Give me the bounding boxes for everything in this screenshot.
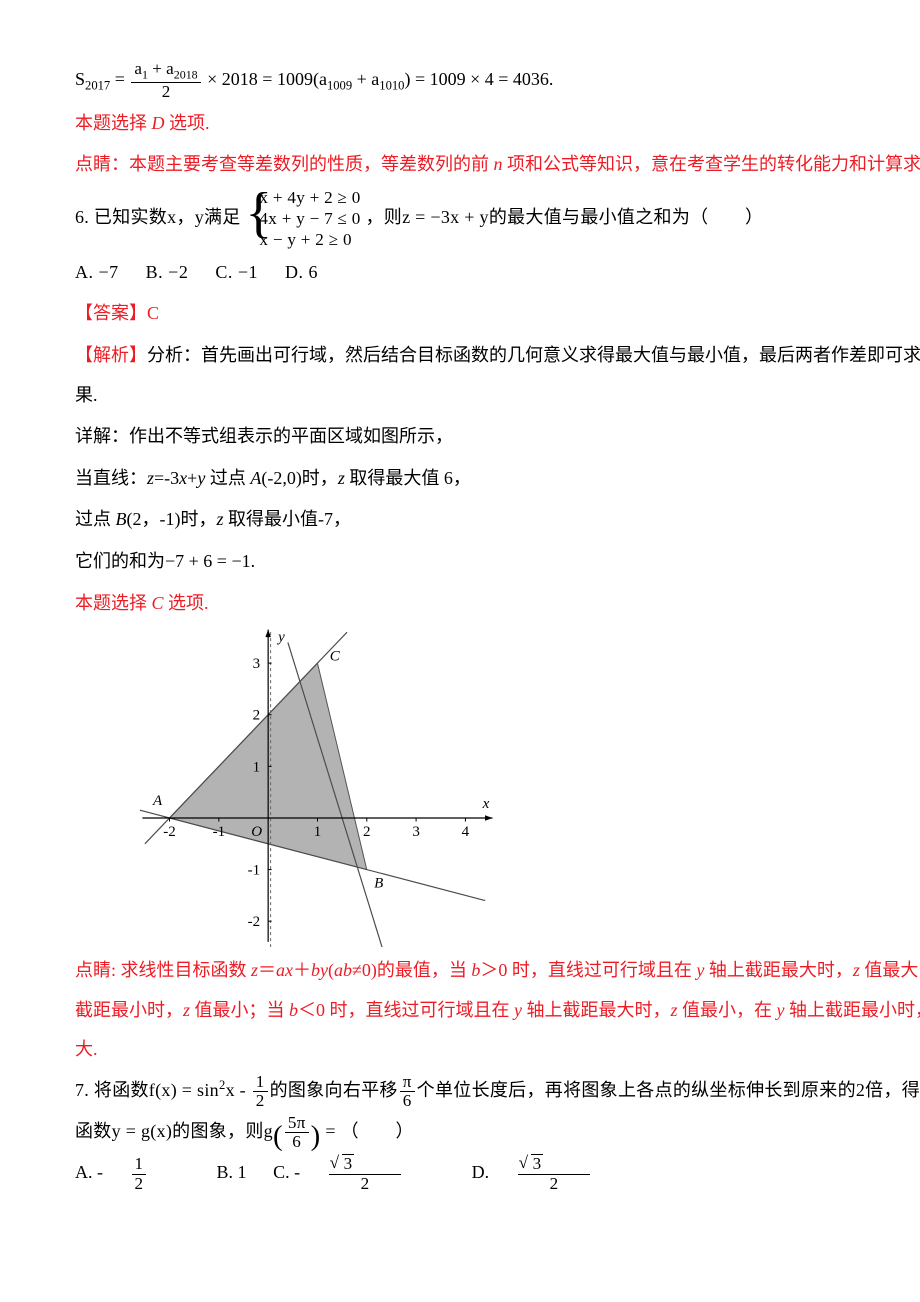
prev-solution-formula: S2017 = a1 + a2018 2 × 2018 = 1009(a1009… xyxy=(75,60,920,102)
q6-stem: 6. 已知实数x，y满足 { x + 4y + 2 ≥ 0 4x + y − 7… xyxy=(75,187,920,251)
hint1-a: 本题主要考查等差数列的性质，等差数列的前 xyxy=(129,154,494,174)
q6-c2: 4x + y − 7 ≤ 0 xyxy=(259,208,360,229)
answer-d-a: 本题选择 xyxy=(75,113,152,133)
svg-text:3: 3 xyxy=(412,824,420,840)
q7-stem-line2: 函数y = g(x)的图象，则g(5π6) = （ ） xyxy=(75,1113,920,1152)
q6-optC: C. −1 xyxy=(215,262,258,282)
svg-text:-1: -1 xyxy=(213,824,226,840)
svg-text:2: 2 xyxy=(363,824,371,840)
q6-system: { x + 4y + 2 ≥ 0 4x + y − 7 ≤ 0 x − y + … xyxy=(245,187,360,251)
answer-line-c: 本题选择 C 选项. xyxy=(75,584,920,624)
q6-optD: D. 6 xyxy=(285,262,318,282)
q6-optB: B. −2 xyxy=(146,262,189,282)
q7-options: A. - 12 B. 1 C. - 32 D. 32 xyxy=(75,1154,920,1194)
svg-text:C: C xyxy=(330,649,341,665)
svg-text:-1: -1 xyxy=(248,863,261,879)
svg-text:1: 1 xyxy=(253,760,261,776)
hint-1: 点睛：本题主要考查等差数列的性质，等差数列的前 n 项和公式等知识，意在考查学生… xyxy=(75,145,920,185)
svg-text:x: x xyxy=(482,796,490,812)
svg-text:y: y xyxy=(276,629,285,645)
q6-options: A. −7 B. −2 C. −1 D. 6 xyxy=(75,253,920,293)
q6-expl-2: 详解：作出不等式组表示的平面区域如图所示， xyxy=(75,417,920,457)
q6-optA: A. −7 xyxy=(75,262,119,282)
svg-text:-2: -2 xyxy=(248,914,261,930)
q6-exp-prefix: 【解析】 xyxy=(75,345,147,365)
answer-d-tail: 选项. xyxy=(165,113,210,133)
q6-c3: x − y + 2 ≥ 0 xyxy=(259,229,360,250)
q6-expl-5: 它们的和为−7 + 6 = −1. xyxy=(75,542,920,582)
q7-optC: C. - 32 xyxy=(273,1162,445,1182)
q6-expl-3: 当直线：z=-3x+y 过点 A(-2,0)时，z 取得最大值 6， xyxy=(75,459,920,499)
svg-text:1: 1 xyxy=(314,824,322,840)
svg-text:O: O xyxy=(251,824,262,840)
svg-text:B: B xyxy=(374,875,383,891)
q6-expl-4: 过点 B(2，-1)时，z 取得最小值-7， xyxy=(75,500,920,540)
svg-text:A: A xyxy=(152,793,163,809)
q6-c1: x + 4y + 2 ≥ 0 xyxy=(259,187,360,208)
hint1-b: 项和公式等知识，意在考查学生的转化能力和计算求解能力. xyxy=(503,154,920,174)
hint1-prefix: 点睛： xyxy=(75,154,129,174)
q6-stem-b: ，则z = −3x + y的最大值与最小值之和为（ ） xyxy=(365,207,763,227)
svg-text:4: 4 xyxy=(462,824,470,840)
answer-d-letter: D xyxy=(152,113,165,133)
svg-text:-2: -2 xyxy=(163,824,176,840)
q7-optA: A. - 12 xyxy=(75,1162,190,1182)
q7-optB: B. 1 xyxy=(217,1162,247,1182)
q6-exp-l1: 分析：首先画出可行域，然后结合目标函数的几何意义求得最大值与最小值，最后两者作差… xyxy=(75,345,920,405)
svg-text:2: 2 xyxy=(253,708,261,724)
q7-optD: D. 32 xyxy=(472,1162,635,1182)
svg-text:3: 3 xyxy=(253,656,261,672)
q6-answer: 【答案】C xyxy=(75,294,920,334)
feasible-region-figure: -2 -1 1 2 3 4 -2 -1 1 2 3 x y O A B C xyxy=(135,627,495,947)
formula-text: S2017 = a1 + a2018 2 × 2018 = 1009(a1009… xyxy=(75,69,553,89)
answer-line-d: 本题选择 D 选项. xyxy=(75,104,920,144)
hint1-n: n xyxy=(494,154,503,174)
hint-2: 点睛: 求线性目标函数 z＝ax＋by(ab≠0)的最值，当 b＞0 时，直线过… xyxy=(75,951,920,1070)
q6-expl-1: 【解析】分析：首先画出可行域，然后结合目标函数的几何意义求得最大值与最小值，最后… xyxy=(75,336,920,415)
q6-stem-a: 6. 已知实数x，y满足 xyxy=(75,207,241,227)
q7-stem-line1: 7. 将函数f(x) = sin2x - 12的图象向右平移π6个单位长度后，再… xyxy=(75,1072,920,1111)
